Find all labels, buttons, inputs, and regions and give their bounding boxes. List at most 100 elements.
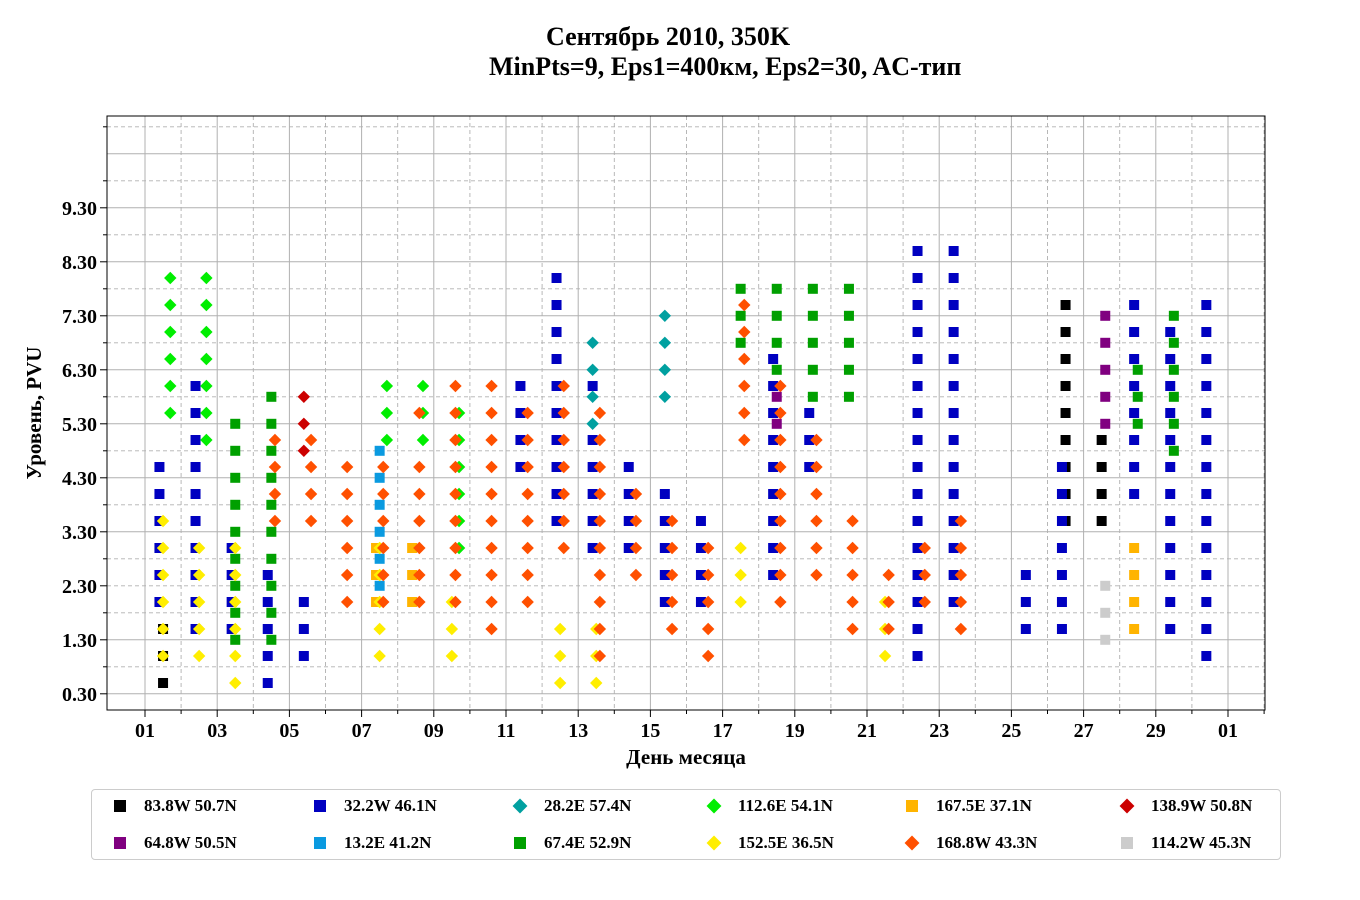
data-point-series-1 — [948, 516, 959, 526]
data-point-series-10 — [521, 460, 534, 474]
data-point-series-10 — [738, 352, 751, 366]
data-point-series-9 — [156, 541, 170, 555]
data-point-series-8 — [843, 337, 854, 348]
legend-item: 138.9W 50.8N — [1117, 796, 1252, 816]
legend-item: 112.6E 54.1N — [704, 796, 833, 816]
data-point-series-1 — [587, 543, 598, 553]
data-point-series-10 — [377, 514, 390, 528]
data-point-series-8 — [266, 553, 277, 564]
data-point-series-10 — [485, 460, 498, 474]
data-point-series-1 — [1201, 543, 1212, 553]
data-point-series-8 — [266, 472, 277, 483]
data-point-series-10 — [377, 460, 390, 474]
data-point-series-8 — [843, 283, 854, 294]
data-point-series-10 — [449, 487, 462, 501]
data-point-series-1 — [1165, 624, 1176, 634]
data-point-series-1 — [912, 273, 923, 283]
data-point-series-8 — [1132, 364, 1143, 375]
data-point-series-10 — [557, 406, 570, 420]
data-points — [154, 246, 1212, 690]
data-point-series-1 — [1201, 300, 1212, 310]
data-point-series-10 — [629, 541, 643, 555]
legend-marker — [510, 833, 530, 853]
data-point-series-1 — [1201, 597, 1212, 607]
x-tick-label: 07 — [352, 720, 372, 742]
data-point-series-10 — [521, 487, 534, 501]
data-point-series-10 — [593, 595, 607, 609]
data-point-series-10 — [485, 514, 498, 528]
data-point-series-1 — [623, 462, 634, 472]
data-point-series-10 — [449, 595, 462, 609]
x-tick-label: 05 — [279, 720, 299, 742]
data-point-series-1 — [1129, 327, 1140, 337]
data-point-series-1 — [190, 462, 201, 472]
data-point-series-8 — [807, 337, 818, 348]
data-point-series-10 — [521, 595, 534, 609]
data-point-series-1 — [1201, 354, 1212, 364]
data-point-series-1 — [1201, 570, 1212, 580]
data-point-series-3 — [380, 406, 394, 420]
data-point-series-8 — [1132, 391, 1143, 402]
data-point-series-1 — [154, 462, 165, 472]
legend-marker — [1117, 833, 1137, 853]
data-point-series-1 — [948, 381, 959, 391]
data-point-series-3 — [200, 325, 213, 339]
legend-item: 64.8W 50.5N — [110, 833, 237, 853]
data-point-series-1 — [1165, 489, 1176, 499]
data-point-series-1 — [659, 543, 670, 553]
data-point-series-10 — [340, 595, 354, 609]
data-point-series-0 — [1096, 489, 1107, 499]
data-point-series-10 — [485, 595, 498, 609]
data-point-series-10 — [449, 460, 462, 474]
data-point-series-9 — [156, 514, 170, 528]
y-tick-label: 3.30 — [62, 522, 97, 544]
data-point-series-8 — [230, 580, 241, 591]
data-point-series-1 — [1056, 489, 1067, 499]
data-point-series-10 — [774, 514, 787, 528]
legend-item: 168.8W 43.3N — [902, 833, 1037, 853]
axis-ticks: 01 03 05 07 09 11 13 15 17 19 21 23 25 27 29 01 0.30 1.30… — [62, 126, 1265, 742]
data-point-series-1 — [1129, 489, 1140, 499]
data-point-series-1 — [768, 543, 779, 553]
data-point-series-0 — [1060, 327, 1071, 337]
data-point-series-10 — [268, 487, 282, 501]
data-point-series-10 — [738, 379, 751, 393]
data-point-series-1 — [262, 678, 273, 688]
plot-frame — [106, 115, 1266, 711]
data-point-series-8 — [771, 283, 782, 294]
x-tick-label: 27 — [1074, 720, 1094, 742]
data-point-series-9 — [734, 568, 747, 582]
data-point-series-1 — [768, 462, 779, 472]
legend-item: 32.2W 46.1N — [310, 796, 437, 816]
data-point-series-3 — [380, 379, 394, 393]
data-point-series-3 — [164, 379, 177, 393]
data-point-series-1 — [1201, 408, 1212, 418]
data-point-series-10 — [665, 622, 679, 636]
data-point-series-1 — [948, 354, 959, 364]
data-point-series-1 — [551, 354, 562, 364]
data-point-series-10 — [810, 433, 823, 447]
data-point-series-10 — [774, 460, 787, 474]
data-point-series-8 — [771, 364, 782, 375]
data-point-series-1 — [1056, 462, 1067, 472]
data-point-series-3 — [164, 406, 177, 420]
data-point-series-1 — [1201, 489, 1212, 499]
data-point-series-2 — [658, 309, 672, 322]
data-point-series-0 — [1060, 408, 1071, 418]
data-point-series-10 — [485, 379, 498, 393]
data-point-series-1 — [912, 570, 923, 580]
data-point-series-8 — [843, 391, 854, 402]
data-point-series-1 — [768, 435, 779, 445]
data-point-series-8 — [266, 607, 277, 618]
data-point-series-8 — [807, 283, 818, 294]
data-point-series-9 — [156, 649, 170, 663]
x-tick-label: 01 — [1218, 720, 1238, 742]
data-point-series-10 — [521, 568, 534, 582]
data-point-series-10 — [882, 622, 895, 636]
legend-label: 114.2W 45.3N — [1151, 833, 1252, 852]
data-point-series-1 — [154, 489, 165, 499]
data-point-series-1 — [948, 597, 959, 607]
data-point-series-3 — [164, 352, 177, 366]
data-point-series-10 — [665, 595, 679, 609]
data-point-series-1 — [1165, 408, 1176, 418]
